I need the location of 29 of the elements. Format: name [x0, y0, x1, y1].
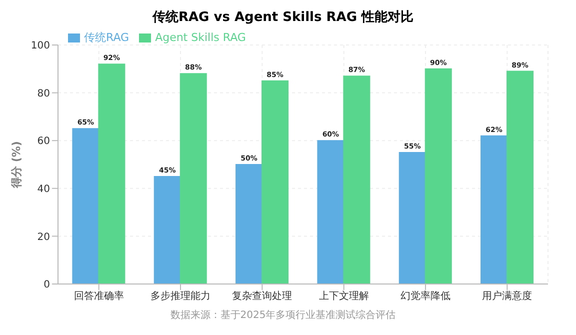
bar [424, 68, 452, 284]
y-tick-label: 100 [30, 40, 50, 52]
bar [180, 73, 207, 284]
x-tick-label: 用户满意度 [482, 290, 532, 302]
x-tick-label: 复杂查询处理 [232, 290, 292, 302]
x-tick-label: 上下文理解 [318, 290, 369, 302]
x-tick-label: 幻觉率降低 [400, 290, 450, 302]
y-tick-label: 60 [37, 136, 50, 148]
x-tick-label: 回答准确率 [74, 290, 124, 302]
y-axis-title: 得分 (%) [10, 141, 23, 189]
bar [506, 70, 534, 284]
chart-title: 传统RAG vs Agent Skills RAG 性能对比 [151, 8, 415, 26]
bar [343, 76, 370, 284]
bar [72, 128, 100, 284]
bar [98, 64, 126, 284]
legend-label: 传统RAG [84, 31, 130, 44]
bar [317, 140, 344, 284]
source-note: 数据来源：基于2025年多项行业基准测试综合评估 [169, 308, 397, 322]
legend-label: Agent Skills RAG [155, 31, 246, 44]
x-tick-label: 多步推理能力 [150, 290, 210, 302]
bar [480, 135, 508, 284]
bar [236, 164, 263, 284]
y-tick-label: 40 [37, 184, 50, 195]
bar [154, 176, 181, 284]
y-tick-label: 0 [44, 280, 50, 291]
bar [398, 152, 426, 284]
y-tick-label: 20 [37, 232, 50, 243]
y-tick-label: 80 [37, 88, 50, 100]
bar [262, 80, 289, 284]
